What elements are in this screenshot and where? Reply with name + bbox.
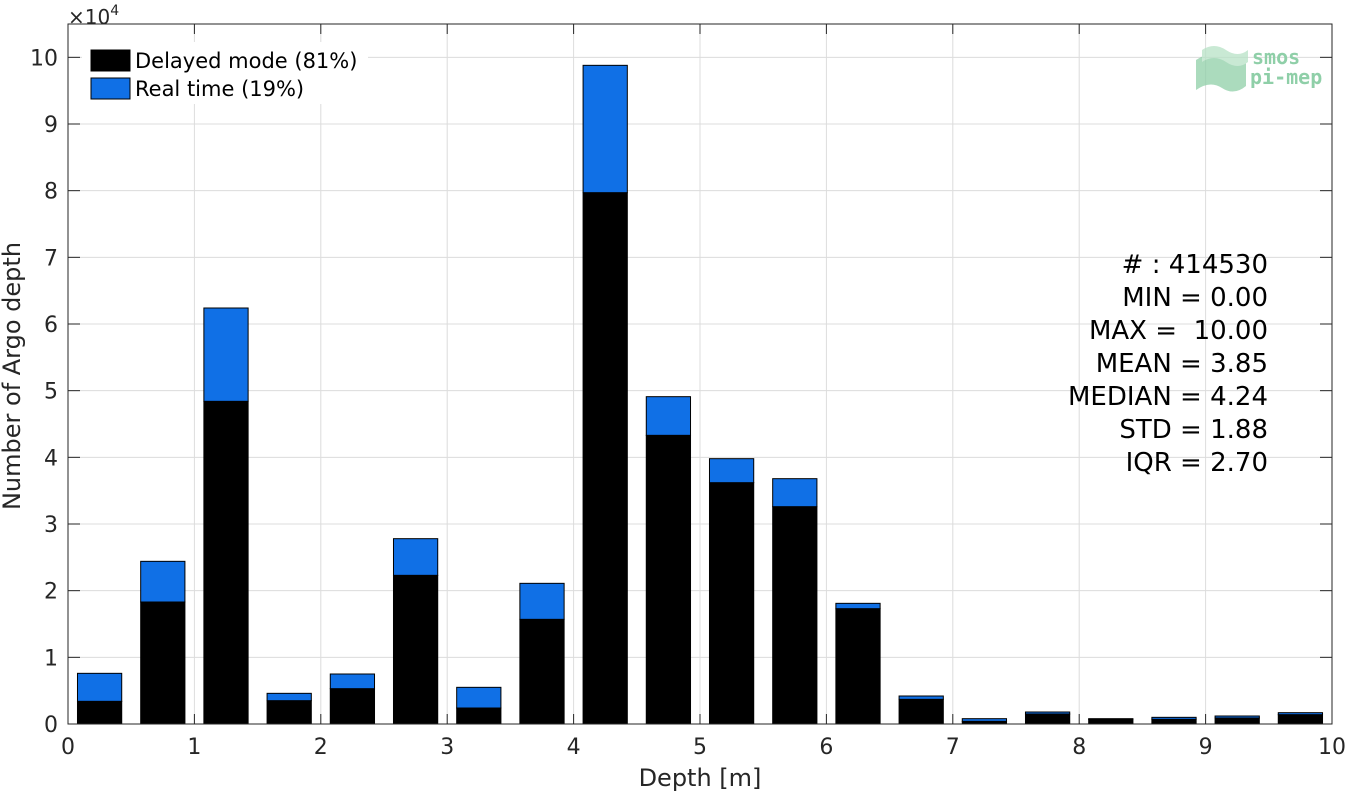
y-tick-label: 8 — [44, 180, 58, 205]
y-tick-label: 0 — [44, 713, 58, 738]
bar-delayed-mode — [645, 434, 692, 725]
stats-max: MAX = 10.00 — [1089, 316, 1268, 346]
y-axis-title: Number of Argo depth — [0, 242, 26, 510]
bar-delayed-mode — [582, 192, 628, 725]
bar-real-time — [203, 307, 249, 402]
x-tick-label: 4 — [567, 735, 581, 760]
bar-real-time — [76, 672, 123, 702]
bar-real-time — [898, 695, 944, 700]
x-tick-label: 9 — [1199, 735, 1213, 760]
bars — [76, 64, 1324, 725]
x-tick-label: 1 — [187, 735, 201, 760]
y-exponent-label: ×104 — [68, 3, 119, 29]
bar-real-time — [329, 673, 376, 690]
legend-swatch-realtime — [90, 77, 131, 100]
y-tick-label: 2 — [44, 580, 58, 605]
bar-delayed-mode — [1277, 714, 1324, 725]
bar-delayed-mode — [266, 700, 312, 725]
bar-delayed-mode — [140, 601, 186, 725]
stats-min: MIN = 0.00 — [1122, 283, 1268, 313]
x-tick-label: 5 — [693, 735, 707, 760]
bar-real-time — [456, 686, 502, 709]
bar-real-time — [1088, 718, 1134, 720]
bar-delayed-mode — [76, 700, 123, 725]
x-tick-labels: 0 1 2 3 4 5 6 7 8 9 10 — [61, 735, 1346, 760]
bar-real-time — [645, 396, 692, 436]
y-tick-label: 10 — [30, 46, 58, 71]
bar-delayed-mode — [1151, 718, 1197, 725]
legend: Delayed mode (81%) Real time (19%) — [82, 42, 368, 104]
y-tick-label: 7 — [44, 246, 58, 271]
stats-mean: MEAN = 3.85 — [1096, 349, 1268, 379]
bar-delayed-mode — [1214, 717, 1260, 725]
stats-median: MEDIAN = 4.24 — [1068, 382, 1268, 412]
y-tick-labels: 0 1 2 3 4 5 6 7 8 9 10 — [30, 46, 58, 738]
y-exponent-base: ×10 — [68, 5, 110, 29]
y-tick-label: 4 — [44, 446, 58, 471]
bar-delayed-mode — [772, 506, 818, 725]
bar-delayed-mode — [519, 618, 565, 725]
bar-delayed-mode — [456, 707, 502, 725]
stats-std: STD = 1.88 — [1119, 415, 1268, 445]
x-tick-label: 3 — [440, 735, 454, 760]
wave-logo-icon — [1196, 46, 1248, 92]
bar-real-time — [392, 538, 439, 576]
bar-real-time — [772, 478, 818, 508]
legend-label-delayed: Delayed mode (81%) — [135, 49, 357, 73]
stats-box: # : 414530 MIN = 0.00 MAX = 10.00 MEAN =… — [1068, 250, 1268, 478]
y-tick-label: 6 — [44, 313, 58, 338]
bar-delayed-mode — [898, 698, 944, 725]
x-tick-label: 6 — [819, 735, 833, 760]
bar-real-time — [1151, 716, 1197, 720]
x-tick-label: 8 — [1072, 735, 1086, 760]
bar-real-time — [266, 692, 312, 702]
x-axis-title: Depth [m] — [639, 764, 762, 792]
bar-delayed-mode — [392, 574, 439, 725]
y-tick-label: 3 — [44, 513, 58, 538]
logo-text-smos: smos — [1252, 45, 1300, 69]
bar-real-time — [140, 560, 186, 603]
legend-label-realtime: Real time (19%) — [135, 77, 304, 101]
x-tick-label: 0 — [61, 735, 75, 760]
ticks — [67, 24, 1333, 725]
bar-real-time — [519, 582, 565, 620]
bar-real-time — [1277, 712, 1324, 716]
bar-delayed-mode — [329, 688, 376, 725]
y-tick-label: 9 — [44, 113, 58, 138]
bar-delayed-mode — [1024, 713, 1071, 725]
bar-real-time — [1214, 715, 1260, 719]
bar-delayed-mode — [1088, 718, 1134, 725]
y-tick-label: 5 — [44, 380, 58, 405]
y-tick-label: 1 — [44, 646, 58, 671]
bar-real-time — [708, 458, 755, 484]
bar-delayed-mode — [203, 400, 249, 725]
bar-real-time — [835, 602, 881, 610]
bar-delayed-mode — [708, 482, 755, 725]
bar-real-time — [1024, 711, 1071, 715]
stats-count: # : 414530 — [1122, 250, 1268, 280]
bar-real-time — [961, 718, 1008, 722]
x-tick-label: 10 — [1318, 735, 1346, 760]
x-tick-label: 2 — [314, 735, 328, 760]
y-exponent-power: 4 — [110, 3, 119, 19]
bar-delayed-mode — [835, 608, 881, 725]
logo-text-pimep: pi-mep — [1250, 65, 1322, 89]
bar-real-time — [582, 64, 628, 194]
legend-swatch-delayed — [90, 49, 131, 72]
smos-pimep-logo: smos pi-mep — [1196, 45, 1322, 92]
stats-iqr: IQR = 2.70 — [1126, 448, 1268, 478]
x-tick-label: 7 — [946, 735, 960, 760]
